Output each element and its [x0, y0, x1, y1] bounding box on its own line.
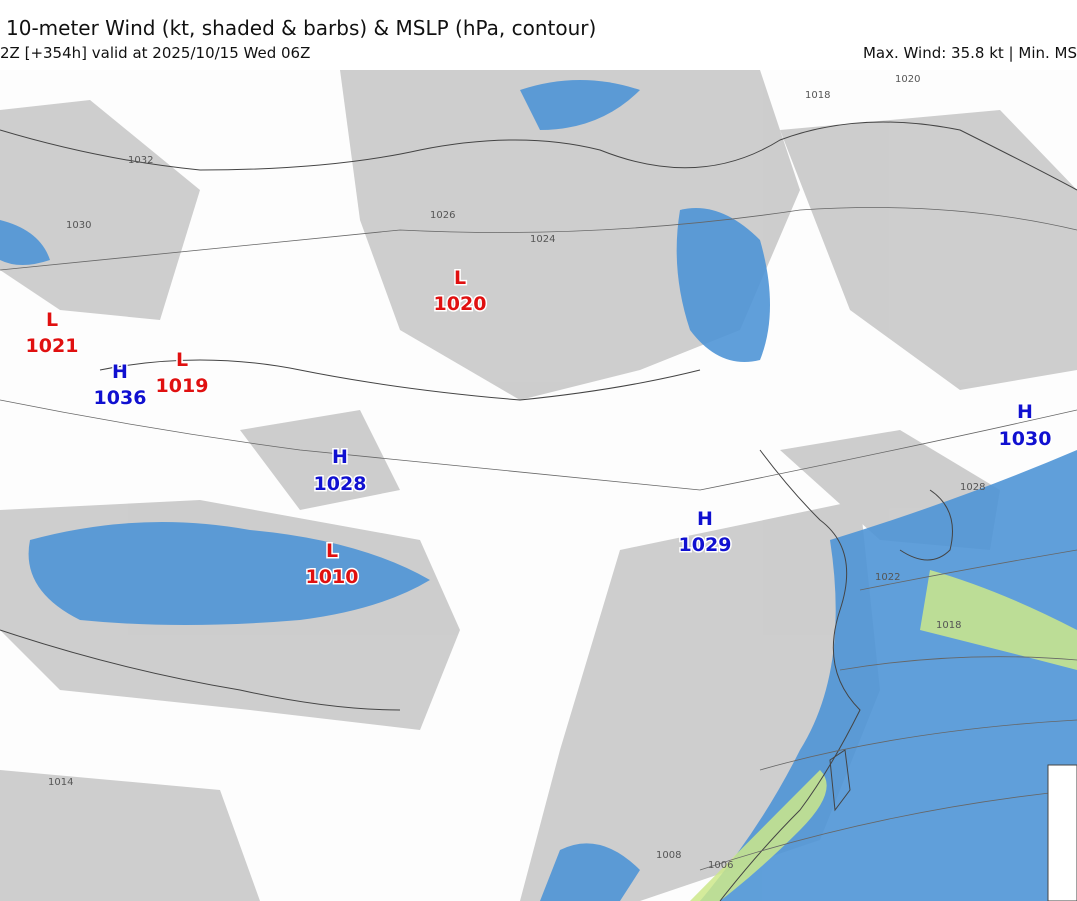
contour-label: 1030	[66, 220, 91, 231]
contour-label: 1028	[960, 482, 985, 493]
contour-label: 1018	[805, 90, 830, 101]
center-value: 1036	[94, 387, 147, 409]
center-type: H	[332, 446, 348, 468]
center-value: 1010	[306, 566, 359, 588]
center-value: 1019	[156, 375, 209, 397]
center-value: 1029	[679, 534, 732, 556]
contour-label: 1006	[708, 860, 733, 871]
center-type: L	[454, 267, 466, 289]
center-value: 1028	[314, 473, 367, 495]
center-type: H	[697, 508, 713, 530]
pressure-centers: L 1021 H 1036 L 1019 L 1020 H 1028 L 101…	[24, 266, 1053, 590]
subtitle: 2Z [+354h] valid at 2025/10/15 Wed 06Z	[0, 44, 311, 62]
contour-label: 1024	[530, 234, 555, 245]
contour-label: 1032	[128, 155, 153, 166]
center-type: H	[112, 361, 128, 383]
map: 1032 1018 1020 1026 1024 1022 1018 1014 …	[0, 70, 1077, 901]
wind-shading-gray	[0, 70, 1077, 901]
center-type: L	[326, 540, 338, 562]
contour-labels: 1032 1018 1020 1026 1024 1022 1018 1014 …	[48, 74, 985, 871]
inset-box	[1047, 764, 1077, 901]
wind-shading-green	[690, 570, 1077, 901]
center-value: 1030	[999, 428, 1052, 450]
contour-label: 1026	[430, 210, 455, 221]
contour-label: 1022	[875, 572, 900, 583]
center-type: H	[1017, 401, 1033, 423]
title: 10-meter Wind (kt, shaded & barbs) & MSL…	[6, 16, 597, 40]
wind-shading-blue	[0, 80, 1077, 901]
coastlines-borders	[0, 121, 1077, 901]
center-value: 1020	[434, 293, 487, 315]
center-type: L	[46, 309, 58, 331]
center-value: 1021	[26, 335, 79, 357]
contour-label: 1020	[895, 74, 920, 85]
contour-label: 1018	[936, 620, 961, 631]
center-type: L	[176, 349, 188, 371]
isobars	[0, 207, 1077, 871]
contour-label: 1008	[656, 850, 681, 861]
header: 10-meter Wind (kt, shaded & barbs) & MSL…	[0, 0, 1077, 70]
stats: Max. Wind: 35.8 kt | Min. MS	[862, 44, 1077, 62]
contour-label: 1014	[48, 777, 73, 788]
